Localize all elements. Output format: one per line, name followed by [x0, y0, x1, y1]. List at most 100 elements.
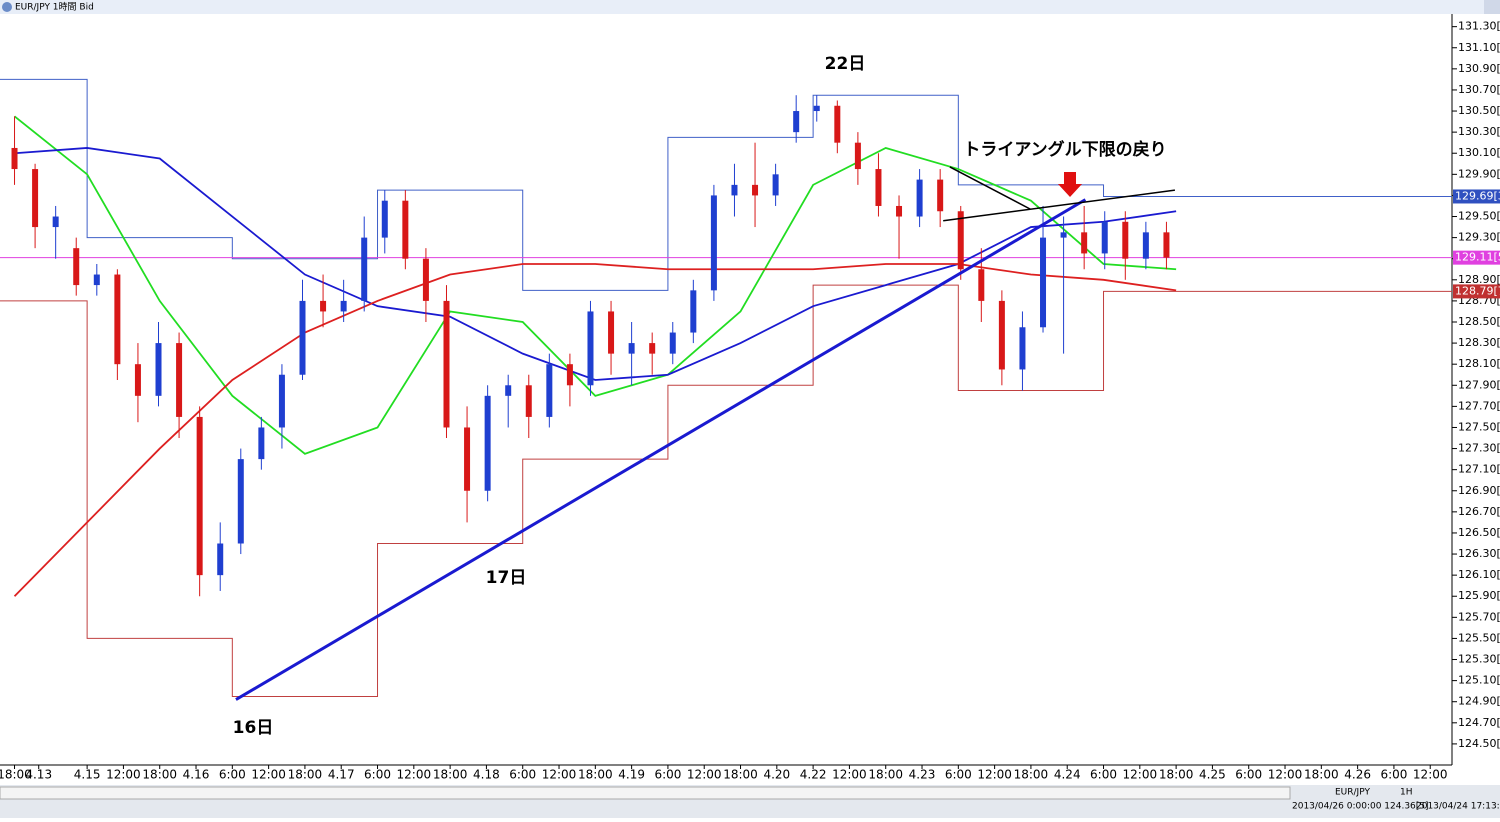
candle-body: [278, 374, 285, 428]
candle-body: [669, 332, 676, 354]
y-tick-label: 128.10[0: [1458, 357, 1500, 370]
candle-body: [957, 211, 964, 270]
annotation: 17日: [486, 568, 527, 588]
x-tick-label: 4.18: [473, 768, 500, 782]
y-tick-label: 129.30[0: [1458, 231, 1500, 244]
candle-body: [916, 179, 923, 217]
candle-body: [237, 459, 244, 544]
x-tick-label: 6:00: [219, 768, 246, 782]
y-tick-label: 130.90[0: [1458, 62, 1500, 75]
arrow: [1058, 172, 1082, 197]
trendline: [943, 189, 1176, 222]
price-tag: [1453, 284, 1500, 299]
y-tick-label: 127.50[0: [1458, 420, 1500, 433]
y-tick-label: 128.50[0: [1458, 315, 1500, 328]
y-tick-label: 125.30[0: [1458, 653, 1500, 666]
daily-range-high: [0, 78, 1452, 291]
y-tick-label: 128.90[0: [1458, 273, 1500, 286]
candle-body: [896, 205, 903, 217]
candle-body: [114, 274, 121, 365]
x-tick-label: 6:00: [654, 768, 681, 782]
y-tick-label: 124.50[0: [1458, 737, 1500, 750]
y-tick-label: 128.30[0: [1458, 336, 1500, 349]
y-tick-label: 124.90[0: [1458, 695, 1500, 708]
candle-body: [1101, 221, 1108, 254]
x-tick-label: 18:00: [723, 768, 758, 782]
candle-body: [464, 427, 471, 491]
candle-body: [854, 142, 861, 170]
candle-body: [978, 269, 985, 301]
cursor-info: 2013/04/26 0:00:00 124.36[5]: [1292, 802, 1429, 812]
trendline: [235, 198, 1087, 701]
moving-average: [13, 115, 1177, 455]
x-tick-label: 12:00: [1268, 768, 1303, 782]
y-tick-label: 130.70[0: [1458, 83, 1500, 96]
x-tick-label: 12:00: [106, 768, 141, 782]
x-tick-label: 4.24: [1054, 768, 1081, 782]
x-tick-label: 6:00: [1380, 768, 1407, 782]
candle-body: [834, 105, 841, 143]
y-tick-label: 125.90[0: [1458, 589, 1500, 602]
clock: 2013/04/24 17:13:44: [1416, 802, 1500, 812]
y-tick-label: 131.10[0: [1458, 41, 1500, 54]
x-tick-label: 12:00: [1123, 768, 1158, 782]
x-tick-label: 4.20: [763, 768, 790, 782]
candle-body: [73, 248, 80, 286]
y-tick-label: 131.30[0: [1458, 20, 1500, 33]
x-tick-label: 18:00: [1159, 768, 1194, 782]
x-tick-label: 12:00: [977, 768, 1012, 782]
price-tag: [1453, 189, 1500, 204]
moving-average: [13, 263, 1177, 597]
scrollbar[interactable]: [0, 786, 1291, 800]
x-tick-label: 18:00: [433, 768, 468, 782]
candle-body: [484, 395, 491, 491]
candle-body: [299, 300, 306, 375]
x-tick-label: 12:00: [542, 768, 577, 782]
price-tag: [1453, 250, 1500, 265]
y-tick-label: 129.50[0: [1458, 210, 1500, 223]
candle-body: [1060, 232, 1067, 238]
y-tick-label: 125.10[0: [1458, 674, 1500, 687]
x-tick-label: 4.26: [1344, 768, 1371, 782]
candle-body: [422, 258, 429, 301]
y-tick-label: 125.70[0: [1458, 610, 1500, 623]
candle-body: [196, 416, 203, 576]
candle-body: [176, 343, 183, 417]
x-tick-label: 4.22: [800, 768, 827, 782]
y-tick-label: 127.10[0: [1458, 463, 1500, 476]
timeframe-selector[interactable]: 1H: [1400, 788, 1413, 798]
x-tick-label: 18:00: [288, 768, 323, 782]
candle-body: [155, 343, 162, 396]
x-tick-label: 4.17: [328, 768, 355, 782]
y-tick-label: 126.90[0: [1458, 484, 1500, 497]
price-tag-label: 129.11[5: [1455, 251, 1500, 264]
candle-body: [628, 343, 635, 354]
symbol-selector[interactable]: EUR/JPY: [1335, 788, 1370, 798]
x-tick-label: 12:00: [397, 768, 432, 782]
y-tick-label: 124.70[0: [1458, 716, 1500, 729]
candle-body: [566, 364, 573, 386]
candle-body: [587, 311, 594, 386]
candle-body: [649, 343, 656, 354]
candle-body: [875, 169, 882, 206]
x-tick-label: 18:00: [578, 768, 613, 782]
x-tick-label: 4.13: [25, 768, 52, 782]
x-tick-label: 4.16: [183, 768, 210, 782]
candle-body: [134, 364, 141, 396]
y-tick-label: 127.70[0: [1458, 399, 1500, 412]
candle-body: [1019, 327, 1026, 370]
x-tick-label: 18:00: [868, 768, 903, 782]
candle-body: [546, 364, 553, 417]
y-tick-label: 126.10[0: [1458, 568, 1500, 581]
window-button[interactable]: [1484, 0, 1500, 14]
candle-body: [731, 184, 738, 196]
candle-body: [772, 174, 779, 196]
candle-body: [32, 169, 39, 228]
x-tick-label: 18:00: [0, 768, 32, 782]
plot-area: [0, 78, 1452, 701]
candle-body: [1122, 221, 1129, 259]
candle-body: [402, 200, 409, 259]
x-tick-label: 12:00: [832, 768, 867, 782]
